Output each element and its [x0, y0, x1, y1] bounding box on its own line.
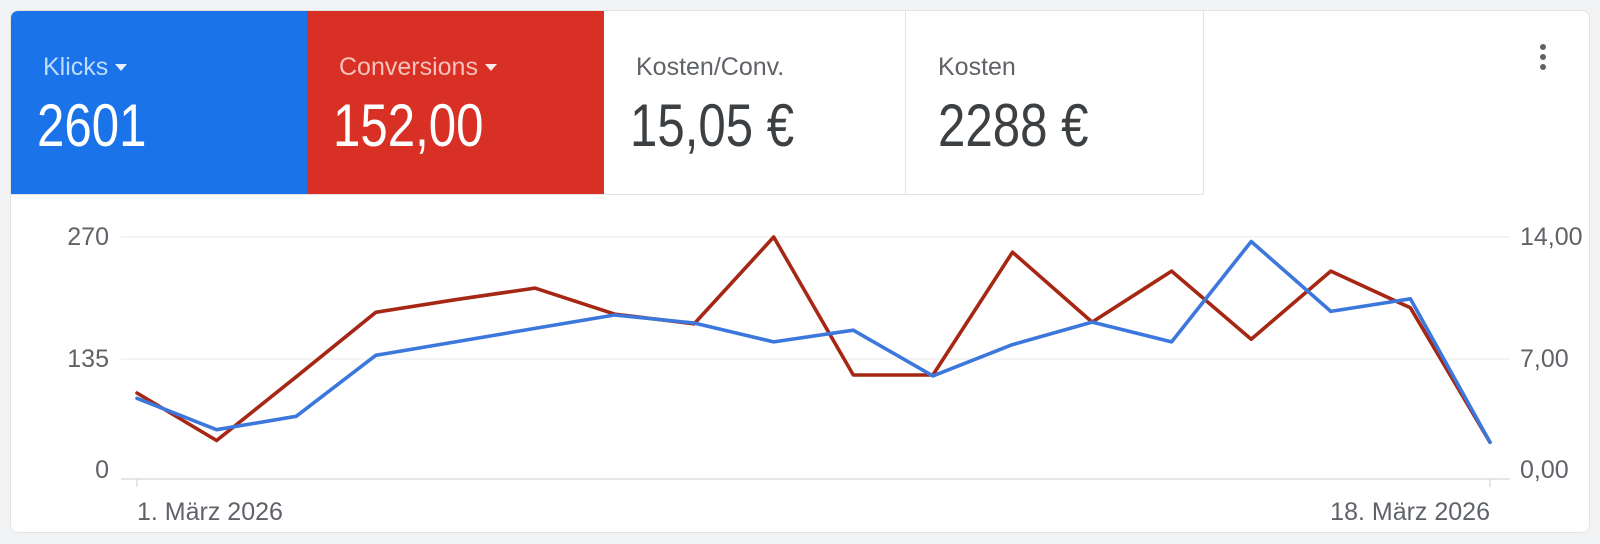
svg-text:7,00: 7,00 — [1520, 345, 1569, 373]
svg-text:18. März 2026: 18. März 2026 — [1330, 498, 1490, 526]
svg-text:0: 0 — [95, 456, 109, 484]
svg-text:270: 270 — [67, 223, 109, 251]
svg-text:1. März 2026: 1. März 2026 — [137, 498, 283, 526]
svg-text:14,00: 14,00 — [1520, 223, 1583, 251]
svg-text:0,00: 0,00 — [1520, 456, 1569, 484]
svg-text:135: 135 — [67, 345, 109, 373]
